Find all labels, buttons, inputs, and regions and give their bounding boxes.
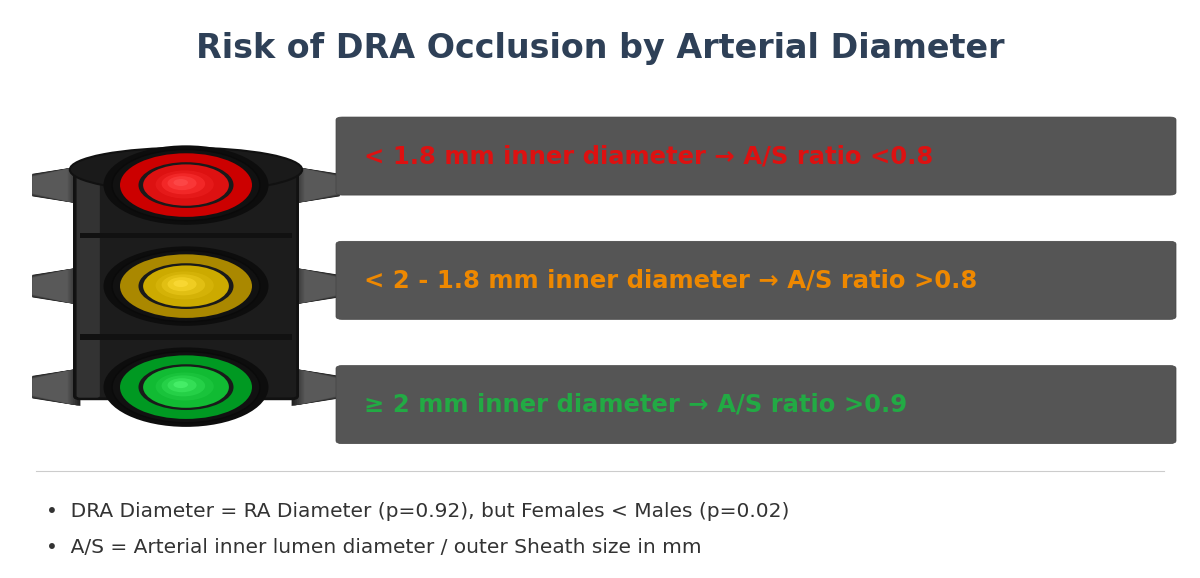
Polygon shape bbox=[32, 269, 72, 303]
Polygon shape bbox=[32, 267, 80, 305]
FancyBboxPatch shape bbox=[336, 117, 1176, 195]
Circle shape bbox=[162, 375, 205, 397]
Polygon shape bbox=[32, 371, 67, 403]
Circle shape bbox=[174, 381, 188, 388]
Circle shape bbox=[138, 364, 234, 410]
Text: ≥ 2 mm inner diameter → A/S ratio >0.9: ≥ 2 mm inner diameter → A/S ratio >0.9 bbox=[364, 392, 907, 417]
Circle shape bbox=[103, 145, 269, 225]
Polygon shape bbox=[32, 268, 77, 304]
Polygon shape bbox=[32, 268, 74, 304]
Polygon shape bbox=[32, 369, 77, 405]
Polygon shape bbox=[32, 370, 72, 404]
FancyBboxPatch shape bbox=[77, 175, 100, 398]
Polygon shape bbox=[32, 167, 77, 203]
Polygon shape bbox=[295, 268, 340, 304]
Polygon shape bbox=[292, 166, 340, 204]
Ellipse shape bbox=[122, 158, 204, 173]
Text: < 1.8 mm inner diameter → A/S ratio <0.8: < 1.8 mm inner diameter → A/S ratio <0.8 bbox=[364, 144, 932, 168]
Circle shape bbox=[156, 171, 214, 198]
Circle shape bbox=[138, 263, 234, 309]
Circle shape bbox=[162, 275, 205, 295]
Polygon shape bbox=[293, 369, 340, 406]
Text: < 2 - 1.8 mm inner diameter → A/S ratio >0.8: < 2 - 1.8 mm inner diameter → A/S ratio … bbox=[364, 268, 977, 292]
Polygon shape bbox=[299, 269, 340, 303]
Polygon shape bbox=[305, 169, 340, 201]
Circle shape bbox=[156, 272, 214, 299]
Polygon shape bbox=[32, 166, 80, 204]
FancyBboxPatch shape bbox=[74, 173, 298, 399]
Polygon shape bbox=[32, 270, 67, 302]
Polygon shape bbox=[293, 268, 340, 305]
Polygon shape bbox=[298, 268, 340, 304]
Polygon shape bbox=[292, 368, 340, 406]
Polygon shape bbox=[32, 269, 70, 303]
Polygon shape bbox=[301, 168, 340, 202]
Circle shape bbox=[168, 176, 197, 190]
Circle shape bbox=[103, 347, 269, 427]
Polygon shape bbox=[295, 167, 340, 203]
Polygon shape bbox=[32, 368, 80, 406]
Polygon shape bbox=[32, 168, 73, 202]
Circle shape bbox=[112, 250, 260, 322]
Polygon shape bbox=[32, 169, 67, 201]
Circle shape bbox=[103, 246, 269, 326]
Polygon shape bbox=[32, 166, 79, 203]
Polygon shape bbox=[32, 370, 73, 405]
Polygon shape bbox=[302, 269, 340, 303]
FancyBboxPatch shape bbox=[336, 366, 1176, 444]
Circle shape bbox=[143, 164, 229, 206]
Polygon shape bbox=[32, 268, 79, 305]
Polygon shape bbox=[301, 370, 340, 404]
Text: •  A/S = Arterial inner lumen diameter / outer Sheath size in mm: • A/S = Arterial inner lumen diameter / … bbox=[46, 539, 701, 557]
Polygon shape bbox=[32, 168, 70, 202]
Polygon shape bbox=[32, 369, 74, 405]
Circle shape bbox=[150, 269, 222, 303]
Polygon shape bbox=[305, 270, 340, 302]
Circle shape bbox=[120, 254, 252, 318]
Polygon shape bbox=[299, 168, 340, 202]
Circle shape bbox=[143, 366, 229, 408]
Text: Risk of DRA Occlusion by Arterial Diameter: Risk of DRA Occlusion by Arterial Diamet… bbox=[196, 32, 1004, 65]
Circle shape bbox=[112, 150, 260, 221]
Circle shape bbox=[174, 280, 188, 287]
Polygon shape bbox=[32, 369, 79, 406]
Circle shape bbox=[168, 277, 197, 291]
Bar bbox=[80, 334, 292, 339]
Polygon shape bbox=[298, 168, 340, 203]
Circle shape bbox=[120, 153, 252, 217]
Polygon shape bbox=[292, 267, 340, 305]
Circle shape bbox=[112, 351, 260, 423]
Polygon shape bbox=[293, 166, 340, 203]
Polygon shape bbox=[32, 269, 73, 303]
Circle shape bbox=[150, 370, 222, 405]
Ellipse shape bbox=[70, 148, 302, 192]
Polygon shape bbox=[295, 369, 340, 405]
FancyBboxPatch shape bbox=[336, 242, 1176, 319]
Polygon shape bbox=[301, 269, 340, 303]
Polygon shape bbox=[302, 370, 340, 404]
Polygon shape bbox=[32, 168, 74, 203]
Circle shape bbox=[168, 378, 197, 392]
Polygon shape bbox=[32, 168, 72, 202]
Polygon shape bbox=[299, 370, 340, 405]
Polygon shape bbox=[298, 369, 340, 405]
Circle shape bbox=[138, 162, 234, 208]
Polygon shape bbox=[32, 370, 70, 404]
Circle shape bbox=[150, 168, 222, 202]
Circle shape bbox=[162, 173, 205, 194]
Circle shape bbox=[156, 372, 214, 401]
Bar bbox=[80, 233, 292, 239]
Circle shape bbox=[120, 355, 252, 419]
Circle shape bbox=[174, 179, 188, 186]
Circle shape bbox=[143, 265, 229, 307]
Polygon shape bbox=[302, 168, 340, 202]
Polygon shape bbox=[305, 371, 340, 403]
Text: •  DRA Diameter = RA Diameter (p=0.92), but Females < Males (p=0.02): • DRA Diameter = RA Diameter (p=0.92), b… bbox=[46, 502, 788, 521]
